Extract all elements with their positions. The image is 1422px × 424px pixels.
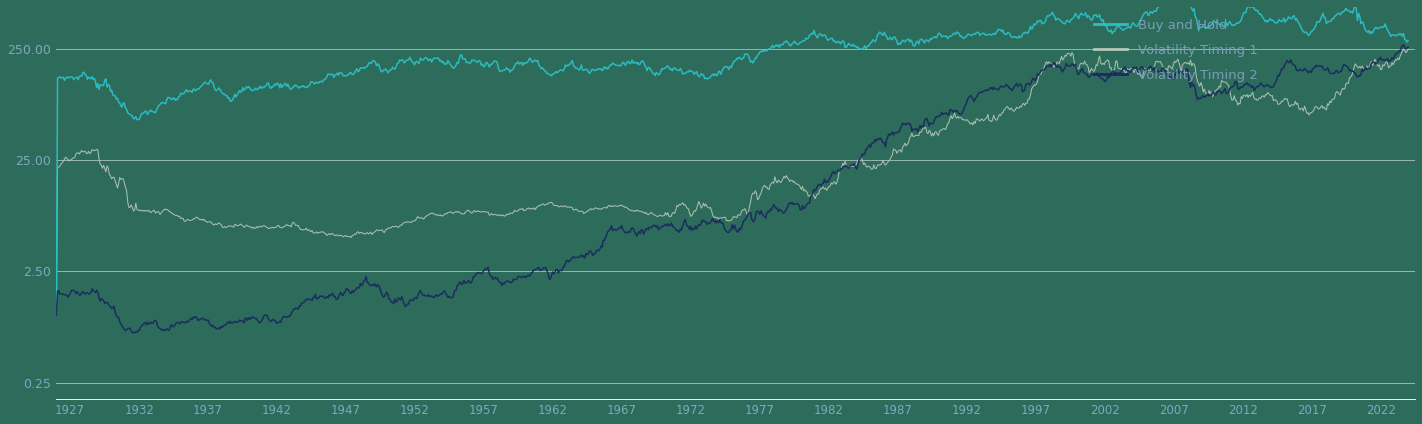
Legend: Buy and Hold, Volatility Timing 1, Volatility Timing 2: Buy and Hold, Volatility Timing 1, Volat…	[1089, 14, 1263, 87]
